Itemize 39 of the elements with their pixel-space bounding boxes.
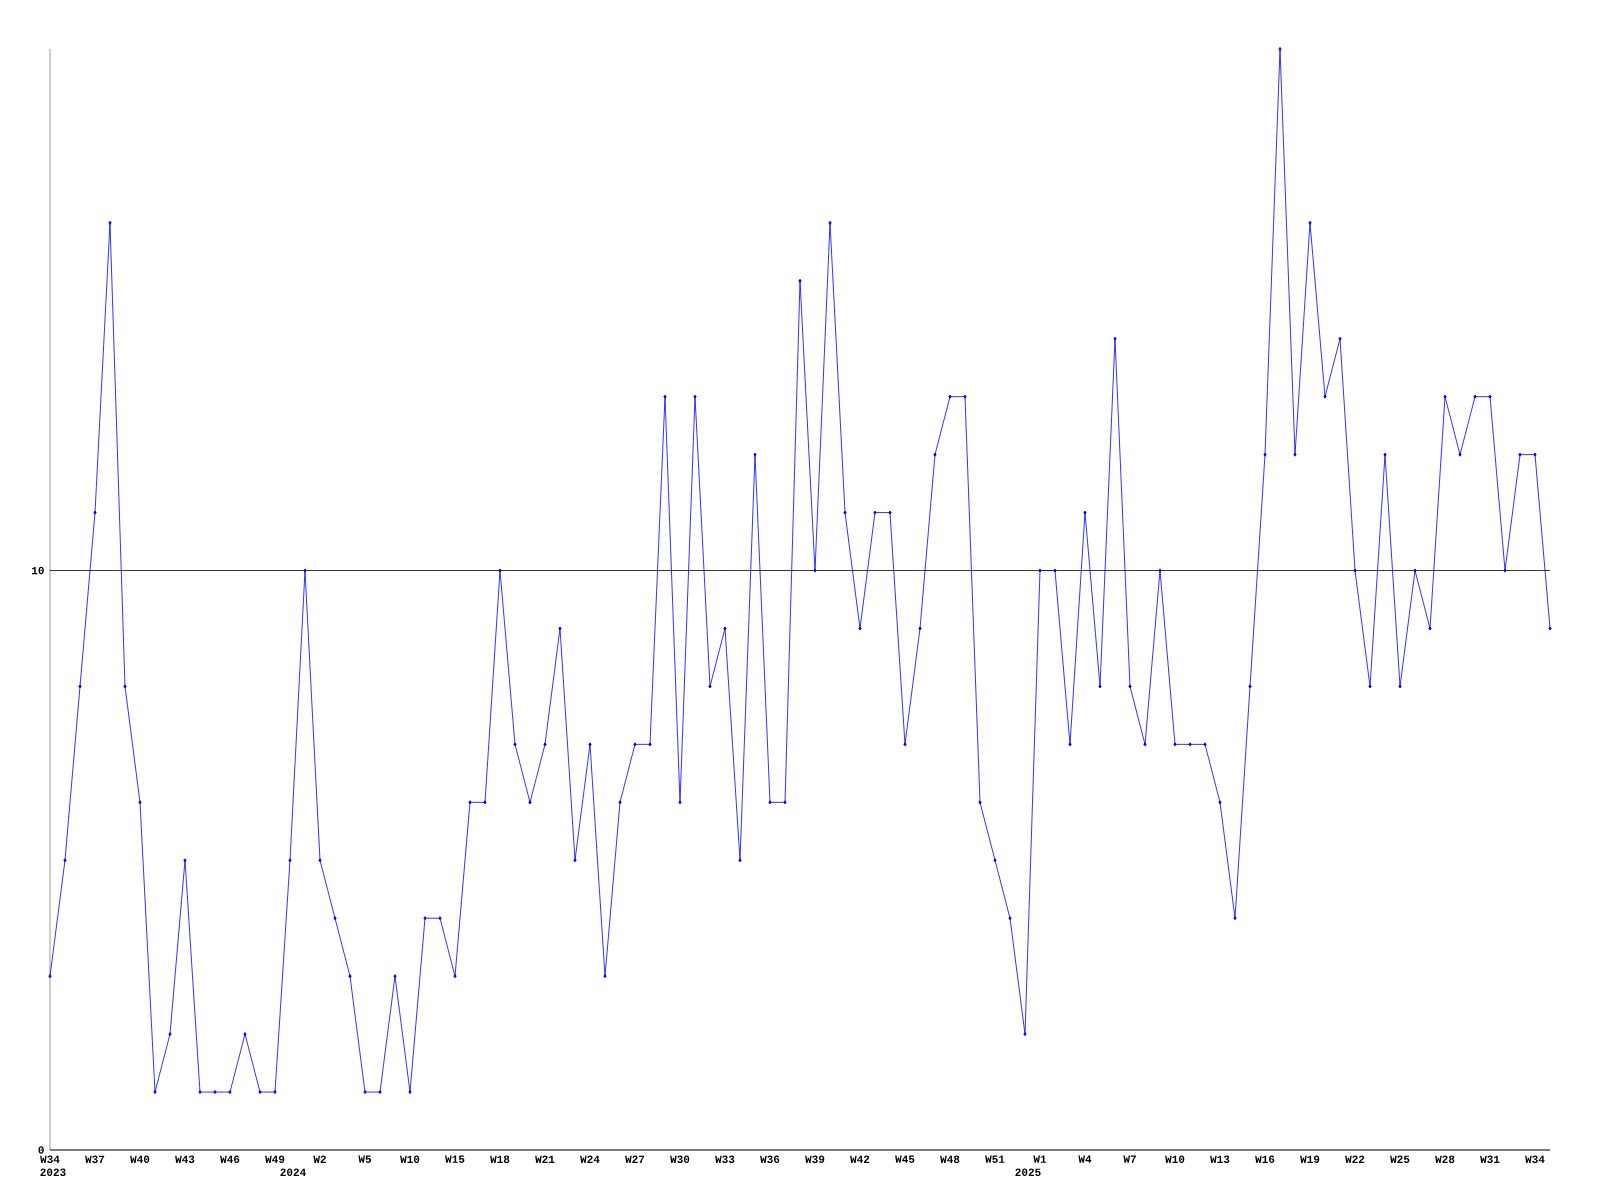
x-tick-label: W7 xyxy=(1123,1155,1136,1163)
x-tick-label: W34 xyxy=(1525,1155,1545,1164)
x-tick-label: W30 xyxy=(670,1155,690,1164)
x-tick-label: W24 xyxy=(580,1155,600,1163)
x-tick-label: W10 xyxy=(1165,1155,1185,1163)
x-tick-label: W1 xyxy=(1033,1155,1047,1163)
x-tick-label: W31 xyxy=(1480,1155,1500,1164)
text: 2023 xyxy=(40,1168,66,1177)
x-tick-label: W10 xyxy=(400,1155,420,1163)
text: 2024 xyxy=(280,1168,306,1176)
x-tick-label: W33 xyxy=(715,1155,735,1164)
y-tick-label: 0 xyxy=(38,1146,44,1154)
x-tick-label: W48 xyxy=(940,1155,960,1163)
x-tick-label: W46 xyxy=(220,1155,240,1163)
x-tick-label: W28 xyxy=(1435,1155,1455,1163)
x-tick-label: W34 xyxy=(40,1155,60,1164)
x-tick-label: W42 xyxy=(850,1155,870,1163)
x-tick-label: W16 xyxy=(1255,1155,1275,1163)
x-tick-label: W22 xyxy=(1345,1155,1365,1163)
x-tick-label: W45 xyxy=(895,1155,915,1163)
x-tick-label: W51 xyxy=(985,1155,1005,1163)
x-tick-label: W21 xyxy=(535,1155,555,1163)
x-tick-label: W39 xyxy=(805,1155,825,1164)
x-tick-label: W15 xyxy=(445,1155,465,1163)
x-tick-label: W18 xyxy=(490,1155,510,1163)
x-tick-label: W13 xyxy=(1210,1155,1230,1164)
y-tick-label: 10 xyxy=(32,566,44,575)
x-tick-label: W36 xyxy=(760,1155,780,1164)
x-tick-label: W25 xyxy=(1390,1155,1410,1163)
x-tick-label: W49 xyxy=(265,1155,285,1163)
x-tick-label: W2 xyxy=(313,1155,326,1163)
x-tick-label: W43 xyxy=(175,1155,195,1164)
text: 2025 xyxy=(1015,1168,1041,1176)
x-tick-label: W40 xyxy=(130,1155,150,1163)
x-tick-label: W5 xyxy=(358,1155,372,1163)
x-tick-label: W19 xyxy=(1300,1155,1320,1163)
x-tick-label: W4 xyxy=(1078,1155,1092,1163)
x-tick-label: W27 xyxy=(625,1155,645,1163)
x-tick-label: W37 xyxy=(85,1155,105,1164)
